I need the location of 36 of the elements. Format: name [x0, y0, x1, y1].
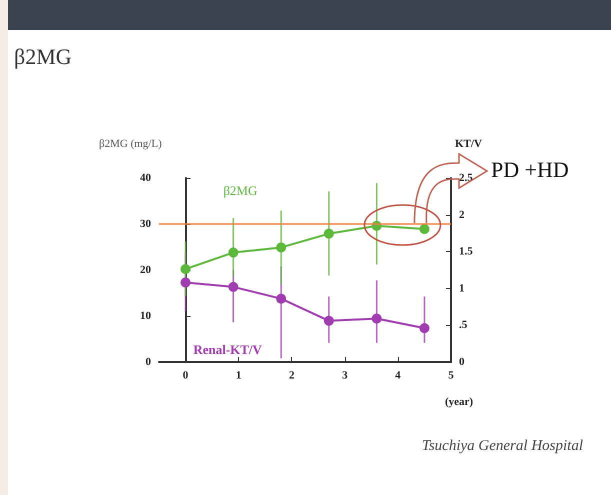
x-axis-title: (year) — [445, 396, 474, 408]
x-tick-label: 4 — [395, 370, 402, 382]
y2-tick-label: 2.5 — [459, 172, 474, 184]
point — [276, 242, 286, 252]
x-tick-label: 3 — [342, 370, 348, 382]
y-tick-label: 30 — [140, 218, 152, 230]
point — [276, 294, 286, 304]
text: PD +HD — [491, 157, 569, 183]
point — [372, 314, 382, 324]
y2-tick-label: .5 — [459, 319, 468, 332]
point — [180, 278, 191, 288]
x-tick-label: 2 — [288, 370, 295, 382]
y2-axis-title: KT/V — [455, 138, 482, 150]
x-tick-label: 0 — [182, 370, 189, 382]
y-axis-title: β2MG (mg/L) — [99, 138, 162, 150]
point — [324, 316, 334, 326]
y2-tick-label: 1 — [459, 282, 464, 294]
y2-tick-label: 2 — [459, 208, 465, 221]
point — [324, 228, 334, 239]
x-tick-label: 5 — [448, 370, 454, 382]
point — [419, 323, 430, 334]
y-tick-label: 10 — [140, 310, 152, 322]
point — [228, 282, 238, 292]
chart-title: β2MG — [14, 44, 72, 70]
y-tick-label: 20 — [140, 264, 152, 276]
text: Tsuchiya General Hospital — [422, 438, 583, 455]
point — [180, 264, 191, 274]
text: β2MG — [223, 182, 258, 199]
y2-tick-label: 1.5 — [459, 246, 474, 258]
text: Renal-KT/V — [193, 342, 262, 358]
y2-tick-label: 0 — [459, 356, 465, 368]
y-tick-label: 0 — [146, 356, 152, 368]
point — [228, 248, 238, 258]
y-tick-label: 40 — [140, 172, 152, 184]
x-tick-label: 1 — [236, 370, 242, 382]
point — [419, 224, 430, 234]
